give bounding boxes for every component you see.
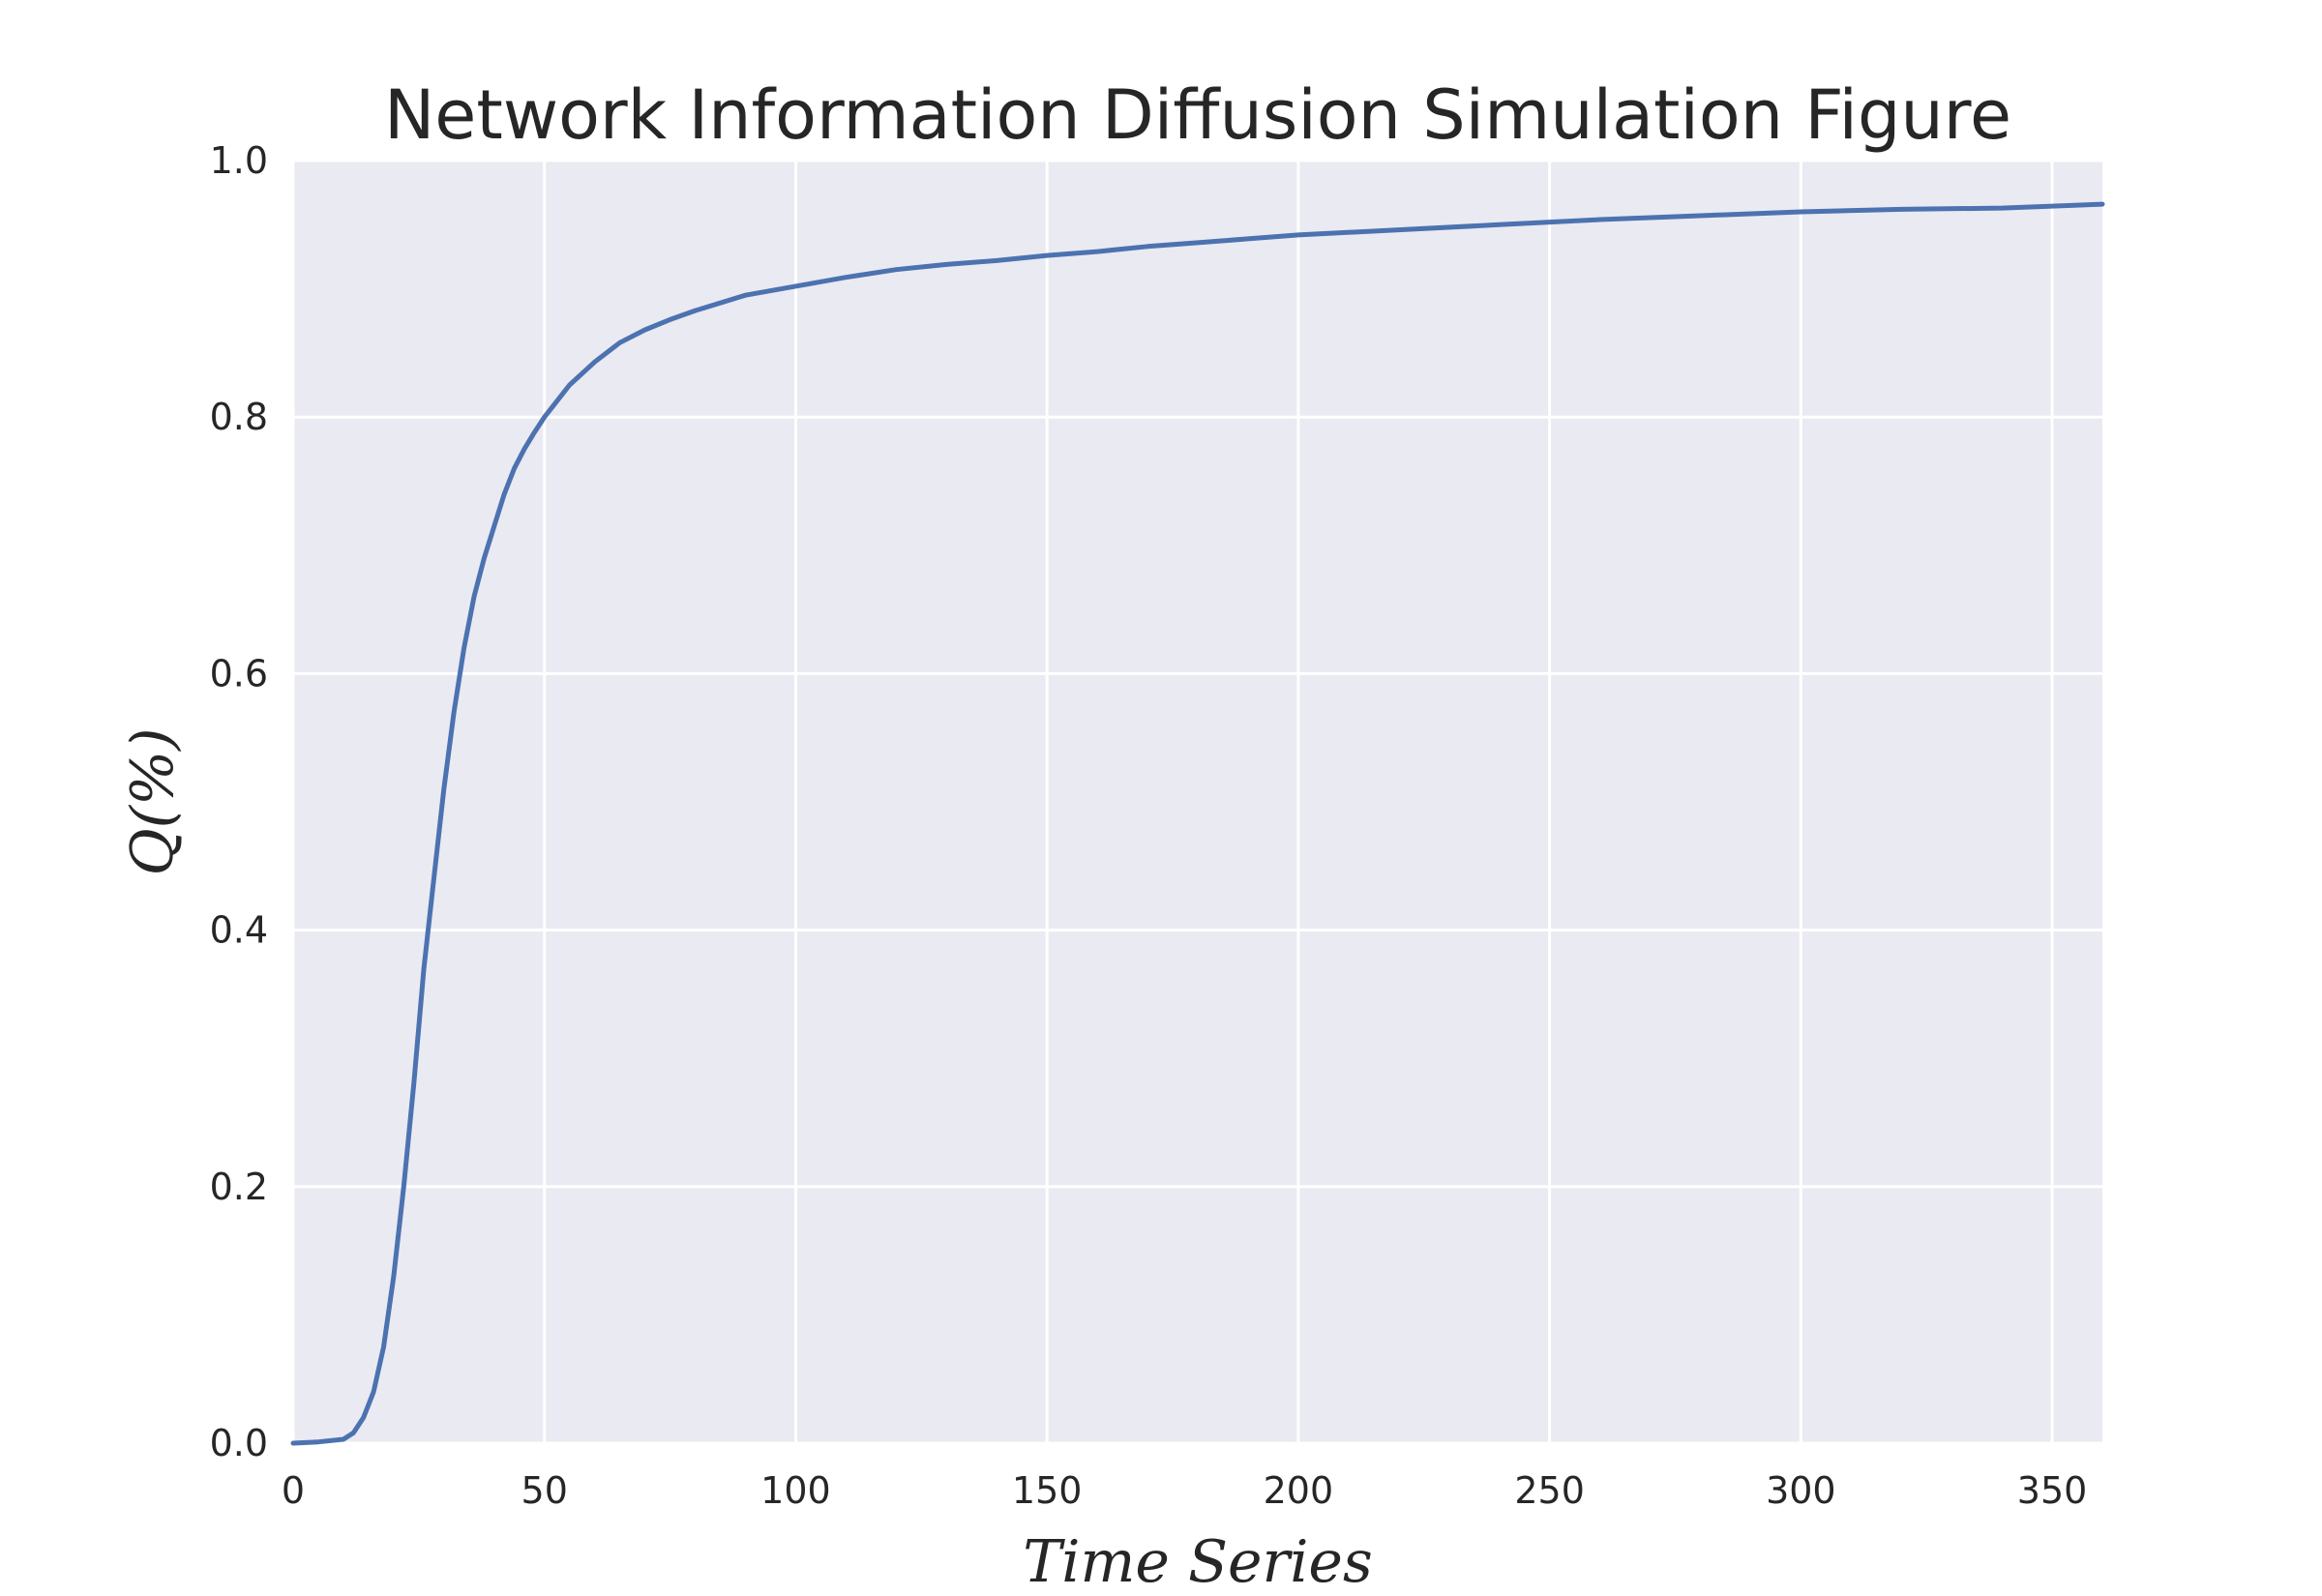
x-tick-label: 100 [760,1469,831,1512]
y-tick-label: 0.6 [210,652,268,695]
x-tick-label: 0 [282,1469,305,1512]
x-tick-label: 350 [2017,1469,2088,1512]
y-axis-label: Q(%) [119,727,187,875]
grid [291,159,2102,1445]
series-line [290,201,2105,1446]
chart-title: Network Information Diffusion Simulation… [384,75,2011,155]
x-tick-label: 50 [521,1469,568,1512]
x-axis-ticks: 0 50 100 150 200 250 300 350 [282,1469,2087,1512]
y-axis-ticks: 0.0 0.2 0.4 0.6 0.8 1.0 [210,139,268,1464]
y-tick-label: 0.2 [210,1166,268,1208]
y-tick-label: 1.0 [210,139,268,182]
x-axis-label: Time Series [1023,1528,1372,1596]
x-tick-label: 250 [1514,1469,1585,1512]
x-tick-label: 200 [1264,1469,1334,1512]
y-tick-label: 0.8 [210,396,268,438]
x-tick-label: 300 [1766,1469,1836,1512]
x-tick-label: 150 [1012,1469,1083,1512]
y-tick-label: 0.0 [210,1422,268,1464]
plot-background [293,161,2102,1443]
y-tick-label: 0.4 [210,909,268,952]
